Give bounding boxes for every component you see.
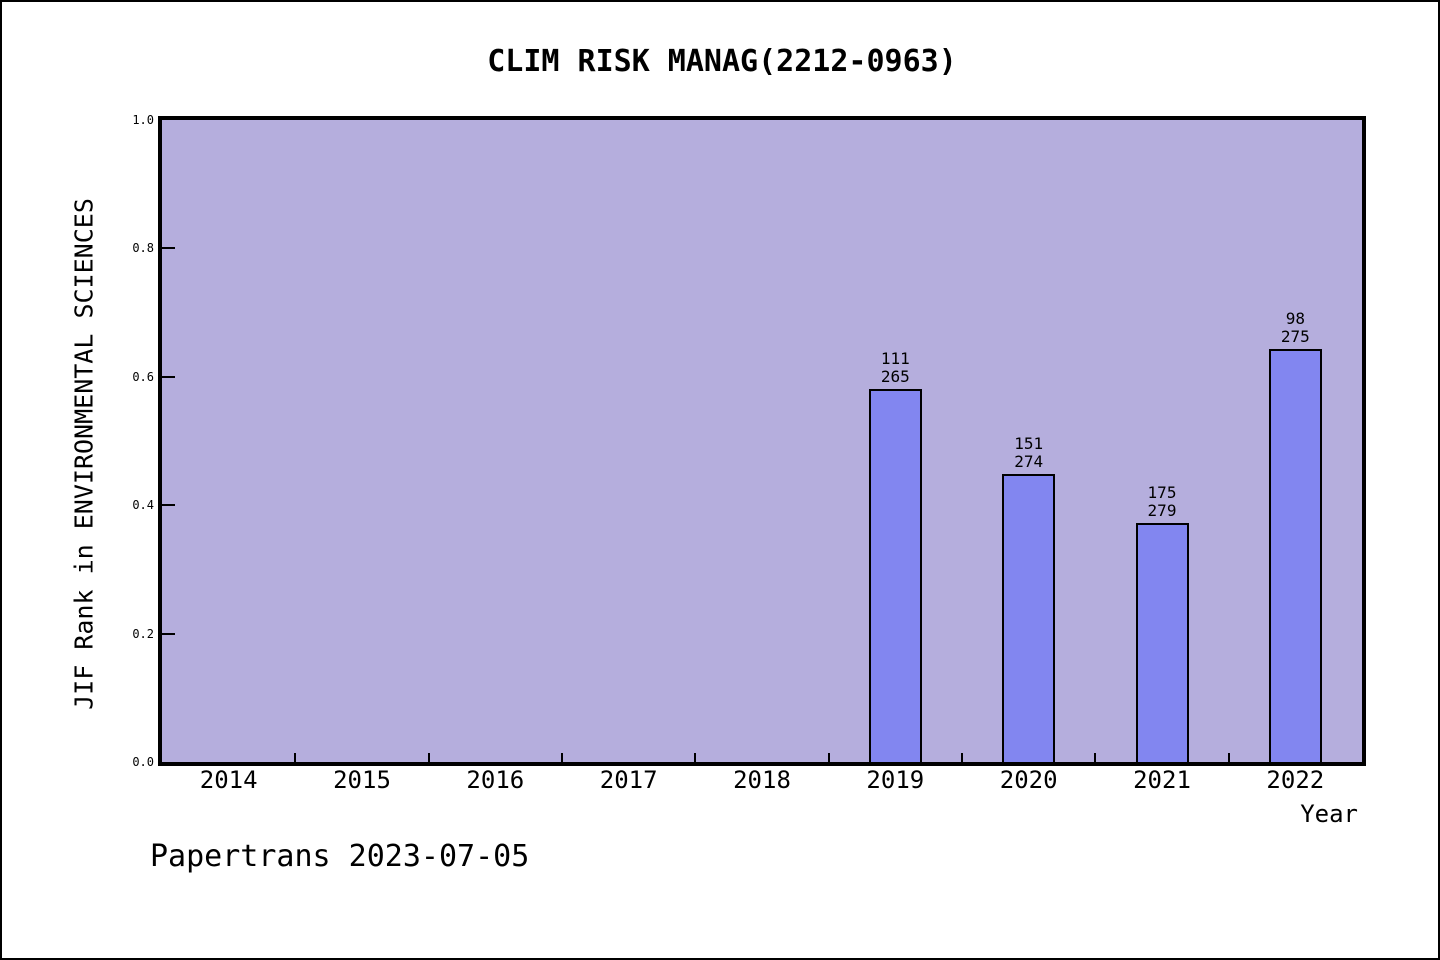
y-tick-label: 0.2 <box>132 626 154 641</box>
x-tick-mark <box>827 753 830 762</box>
x-tick-mark <box>694 753 697 762</box>
bar-rank-value: 111 <box>880 349 910 368</box>
chart-title: CLIM RISK MANAG(2212-0963) <box>487 44 957 79</box>
bar-2020 <box>1002 474 1056 762</box>
plot-area: 111 265 151 274 175 279 98 275 <box>158 116 1366 766</box>
x-tick-label: 2014 <box>199 766 258 794</box>
x-tick-label: 2019 <box>866 766 925 794</box>
bar-label-2022: 98 275 <box>1281 310 1310 346</box>
y-tick-label: 0.4 <box>132 498 154 513</box>
bar-label-2021: 175 279 <box>1148 484 1177 520</box>
bar-rank-value: 175 <box>1147 483 1177 502</box>
x-tick-mark <box>561 753 563 762</box>
bar-total-value: 265 <box>880 367 910 386</box>
x-axis-label: Year <box>1300 800 1358 828</box>
x-tick-label: 2020 <box>999 766 1058 794</box>
y-tick-mark <box>162 247 175 250</box>
bar-2022 <box>1268 349 1322 762</box>
x-tick-label: 2022 <box>1266 766 1325 794</box>
x-tick-mark <box>1227 753 1230 762</box>
x-tick-mark <box>1094 753 1097 762</box>
bar-total-value: 275 <box>1280 327 1310 346</box>
footer-watermark: Papertrans 2023-07-05 <box>150 839 530 874</box>
y-tick-label: 1.0 <box>132 113 154 127</box>
x-tick-mark <box>961 753 963 762</box>
bar-label-2020: 151 274 <box>1014 435 1043 471</box>
y-tick-mark <box>162 375 175 378</box>
bar-rank-value: 151 <box>1014 434 1044 453</box>
bar-total-value: 279 <box>1147 501 1177 520</box>
y-axis-label: JIF Rank in ENVIRONMENTAL SCIENCES <box>69 198 99 710</box>
bar-total-value: 274 <box>1014 452 1044 471</box>
y-tick-label: 0.6 <box>132 369 154 384</box>
x-tick-mark <box>294 753 297 762</box>
bar-rank-value: 98 <box>1285 309 1305 328</box>
bar-label-2019: 111 265 <box>881 350 910 386</box>
y-tick-mark <box>162 632 175 635</box>
bar-2019 <box>868 389 922 762</box>
y-tick-label: 0.0 <box>132 755 154 769</box>
x-tick-label: 2018 <box>733 766 791 794</box>
x-tick-label: 2021 <box>1133 766 1191 794</box>
y-tick-mark <box>162 504 175 507</box>
x-tick-label: 2016 <box>466 766 525 794</box>
bar-2021 <box>1135 523 1189 762</box>
x-tick-label: 2017 <box>599 766 658 794</box>
x-tick-label: 2015 <box>333 766 391 794</box>
x-tick-mark <box>427 753 430 762</box>
y-tick-label: 0.8 <box>132 241 154 256</box>
